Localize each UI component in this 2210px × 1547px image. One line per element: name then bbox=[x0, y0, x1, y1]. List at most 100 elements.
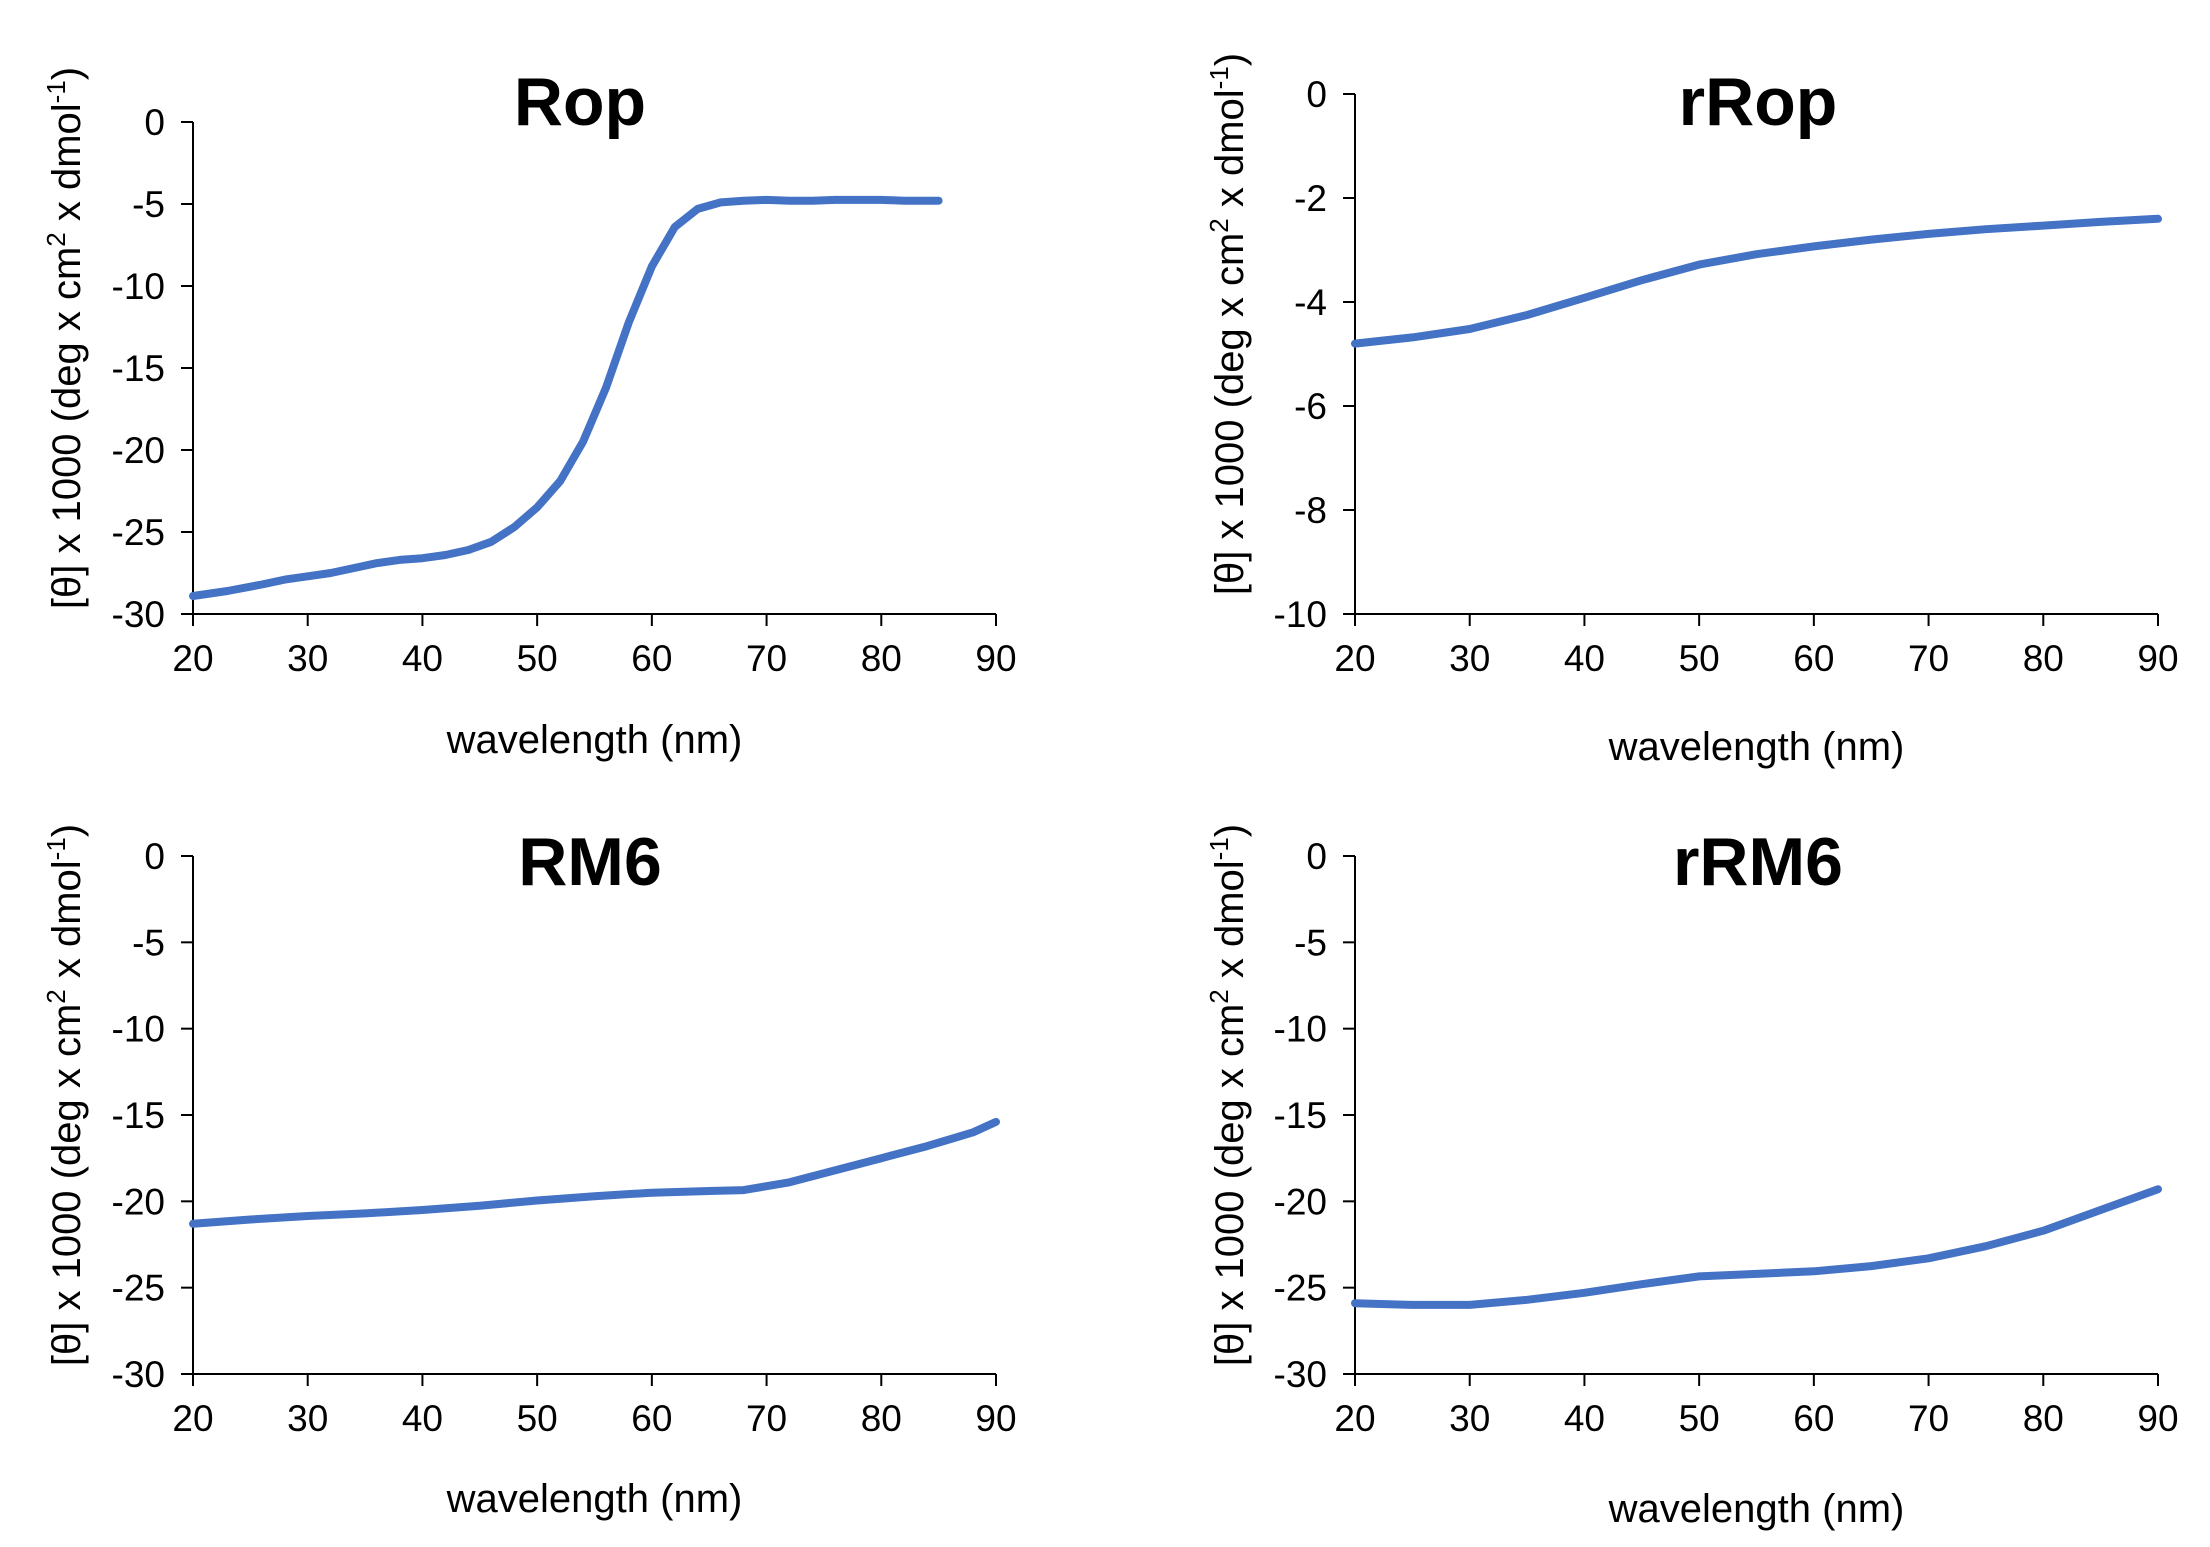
x-tick-label: 70 bbox=[746, 638, 787, 679]
y-axis-title-part: x dmol bbox=[1208, 860, 1252, 989]
x-tick-label: 20 bbox=[172, 1398, 213, 1439]
y-axis-title-part: [θ] x 1000 (deg x cm bbox=[45, 1004, 89, 1366]
x-tick-label: 90 bbox=[2137, 1398, 2178, 1439]
chart-title: Rop bbox=[514, 64, 646, 140]
y-axis-title-superscript: -1 bbox=[1204, 66, 1234, 89]
y-tick-label: -20 bbox=[112, 1181, 165, 1222]
chart-title: rRop bbox=[1679, 64, 1838, 140]
y-tick-label: 0 bbox=[1306, 836, 1327, 877]
y-tick-label: 0 bbox=[1306, 74, 1327, 115]
y-tick-label: -25 bbox=[112, 512, 165, 553]
y-axis-title-superscript: 2 bbox=[1204, 989, 1234, 1003]
y-tick-label: -10 bbox=[1274, 594, 1327, 635]
x-tick-label: 90 bbox=[975, 638, 1016, 679]
x-tick-label: 30 bbox=[287, 638, 328, 679]
series-line-rop bbox=[189, 195, 943, 600]
y-axis-title-part: x dmol bbox=[1208, 89, 1252, 218]
y-tick-label: -2 bbox=[1294, 178, 1327, 219]
x-tick-label: 40 bbox=[1564, 638, 1605, 679]
y-tick-label: -25 bbox=[112, 1268, 165, 1309]
x-tick-label: 90 bbox=[2137, 638, 2178, 679]
chart-title: rRM6 bbox=[1673, 824, 1843, 900]
x-tick-label: 20 bbox=[1334, 1398, 1375, 1439]
x-tick-label: 70 bbox=[1908, 638, 1949, 679]
y-tick-label: -10 bbox=[112, 1009, 165, 1050]
y-tick-label: -30 bbox=[1274, 1354, 1327, 1395]
x-tick-label: 60 bbox=[1793, 638, 1834, 679]
y-axis-title-superscript: -1 bbox=[41, 80, 71, 103]
y-axis-title-superscript: 2 bbox=[1204, 218, 1234, 232]
x-tick-label: 50 bbox=[1679, 1398, 1720, 1439]
x-tick-label: 40 bbox=[402, 1398, 443, 1439]
y-tick-label: -15 bbox=[112, 1095, 165, 1136]
x-tick-label: 40 bbox=[402, 638, 443, 679]
x-tick-label: 50 bbox=[1679, 638, 1720, 679]
x-tick-label: 80 bbox=[861, 1398, 902, 1439]
y-axis-title-part: x dmol bbox=[45, 103, 89, 232]
series-line-rrop bbox=[1351, 214, 2162, 348]
x-tick-label: 40 bbox=[1564, 1398, 1605, 1439]
y-axis-title-part: [θ] x 1000 (deg x cm bbox=[1208, 1004, 1252, 1366]
y-tick-label: 0 bbox=[144, 836, 165, 877]
y-axis-title: [θ] x 1000 (deg x cm2 x dmol-1) bbox=[41, 824, 89, 1366]
x-tick-label: 50 bbox=[517, 1398, 558, 1439]
y-tick-label: -4 bbox=[1294, 282, 1327, 323]
x-tick-label: 80 bbox=[2023, 638, 2064, 679]
x-tick-label: 80 bbox=[2023, 1398, 2064, 1439]
x-axis-title: wavelength (nm) bbox=[1608, 1487, 1905, 1531]
y-axis-title-part: [θ] x 1000 (deg x cm bbox=[45, 247, 89, 609]
y-tick-label: -6 bbox=[1294, 386, 1327, 427]
y-axis-title-part: ) bbox=[45, 824, 89, 837]
y-tick-label: -30 bbox=[112, 594, 165, 635]
y-axis-title-part: ) bbox=[45, 67, 89, 80]
x-tick-label: 70 bbox=[746, 1398, 787, 1439]
chart-title: RM6 bbox=[518, 824, 662, 900]
x-tick-label: 30 bbox=[1449, 1398, 1490, 1439]
y-axis-title-part: [θ] x 1000 (deg x cm bbox=[1208, 233, 1252, 595]
y-axis-title-superscript: -1 bbox=[1204, 837, 1234, 860]
y-tick-label: 0 bbox=[144, 102, 165, 143]
x-tick-label: 90 bbox=[975, 1398, 1016, 1439]
x-tick-label: 20 bbox=[1334, 638, 1375, 679]
y-tick-label: -5 bbox=[132, 184, 165, 225]
x-tick-label: 50 bbox=[517, 638, 558, 679]
y-axis-title-superscript: 2 bbox=[41, 989, 71, 1003]
x-tick-label: 20 bbox=[172, 638, 213, 679]
x-axis-title: wavelength (nm) bbox=[1608, 725, 1905, 769]
series-line-rrm6 bbox=[1351, 1185, 2162, 1309]
y-tick-label: -15 bbox=[1274, 1095, 1327, 1136]
x-tick-label: 80 bbox=[861, 638, 902, 679]
y-axis-title: [θ] x 1000 (deg x cm2 x dmol-1) bbox=[1204, 53, 1252, 595]
x-tick-label: 70 bbox=[1908, 1398, 1949, 1439]
y-axis-title: [θ] x 1000 (deg x cm2 x dmol-1) bbox=[1204, 824, 1252, 1366]
y-axis-title-part: ) bbox=[1208, 53, 1252, 66]
y-tick-label: -20 bbox=[1274, 1181, 1327, 1222]
x-axis-title: wavelength (nm) bbox=[446, 718, 743, 762]
y-tick-label: -20 bbox=[112, 430, 165, 471]
x-tick-label: 30 bbox=[1449, 638, 1490, 679]
y-tick-label: -30 bbox=[112, 1354, 165, 1395]
y-tick-label: -15 bbox=[112, 348, 165, 389]
y-tick-label: -10 bbox=[112, 266, 165, 307]
y-tick-label: -10 bbox=[1274, 1009, 1327, 1050]
x-tick-label: 30 bbox=[287, 1398, 328, 1439]
y-axis-title-part: x dmol bbox=[45, 860, 89, 989]
y-tick-label: -8 bbox=[1294, 490, 1327, 531]
x-tick-label: 60 bbox=[631, 1398, 672, 1439]
y-axis-title-superscript: -1 bbox=[41, 837, 71, 860]
x-tick-label: 60 bbox=[631, 638, 672, 679]
y-axis-title: [θ] x 1000 (deg x cm2 x dmol-1) bbox=[41, 67, 89, 609]
y-tick-label: -5 bbox=[1294, 922, 1327, 963]
series-line-rm6 bbox=[189, 1117, 1000, 1228]
y-axis-title-part: ) bbox=[1208, 824, 1252, 837]
y-tick-label: -25 bbox=[1274, 1268, 1327, 1309]
x-axis-title: wavelength (nm) bbox=[446, 1477, 743, 1521]
x-tick-label: 60 bbox=[1793, 1398, 1834, 1439]
y-axis-title-superscript: 2 bbox=[41, 232, 71, 246]
y-tick-label: -5 bbox=[132, 922, 165, 963]
